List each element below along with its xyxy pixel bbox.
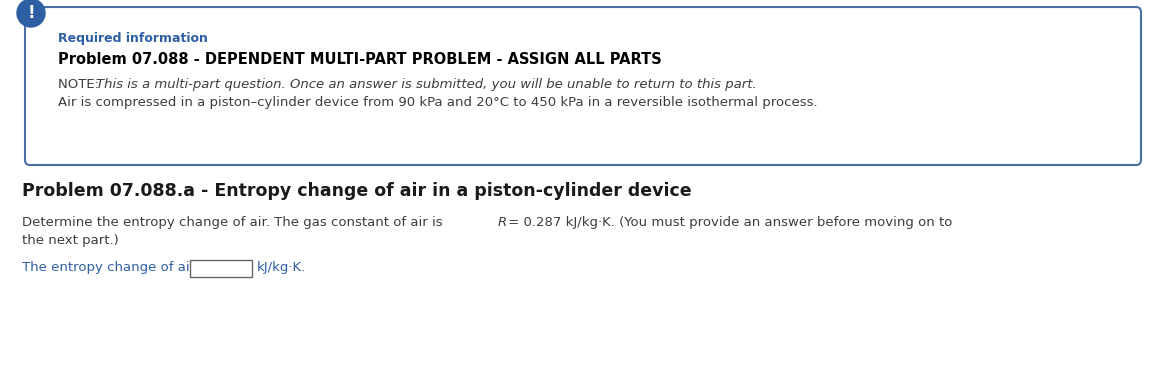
Text: R: R	[498, 216, 507, 229]
Circle shape	[17, 0, 45, 27]
Text: Air is compressed in a piston–cylinder device from 90 kPa and 20°C to 450 kPa in: Air is compressed in a piston–cylinder d…	[58, 96, 817, 109]
Text: = 0.287 kJ/kg·K. (You must provide an answer before moving on to: = 0.287 kJ/kg·K. (You must provide an an…	[504, 216, 953, 229]
Text: the next part.): the next part.)	[22, 234, 119, 247]
Text: Problem 07.088 - DEPENDENT MULTI-PART PROBLEM - ASSIGN ALL PARTS: Problem 07.088 - DEPENDENT MULTI-PART PR…	[58, 52, 662, 67]
Text: Determine the entropy change of air. The gas constant of air is: Determine the entropy change of air. The…	[22, 216, 447, 229]
Text: kJ/kg·K.: kJ/kg·K.	[257, 261, 307, 274]
Text: Problem 07.088.a - Entropy change of air in a piston-cylinder device: Problem 07.088.a - Entropy change of air…	[22, 182, 691, 200]
Text: NOTE:: NOTE:	[58, 78, 104, 91]
Text: !: !	[27, 4, 35, 22]
Text: Required information: Required information	[58, 32, 208, 45]
Text: The entropy change of air is: The entropy change of air is	[22, 261, 215, 274]
FancyBboxPatch shape	[24, 7, 1142, 165]
Text: This is a multi-part question. Once an answer is submitted, you will be unable t: This is a multi-part question. Once an a…	[96, 78, 757, 91]
Bar	[190, 260, 252, 277]
